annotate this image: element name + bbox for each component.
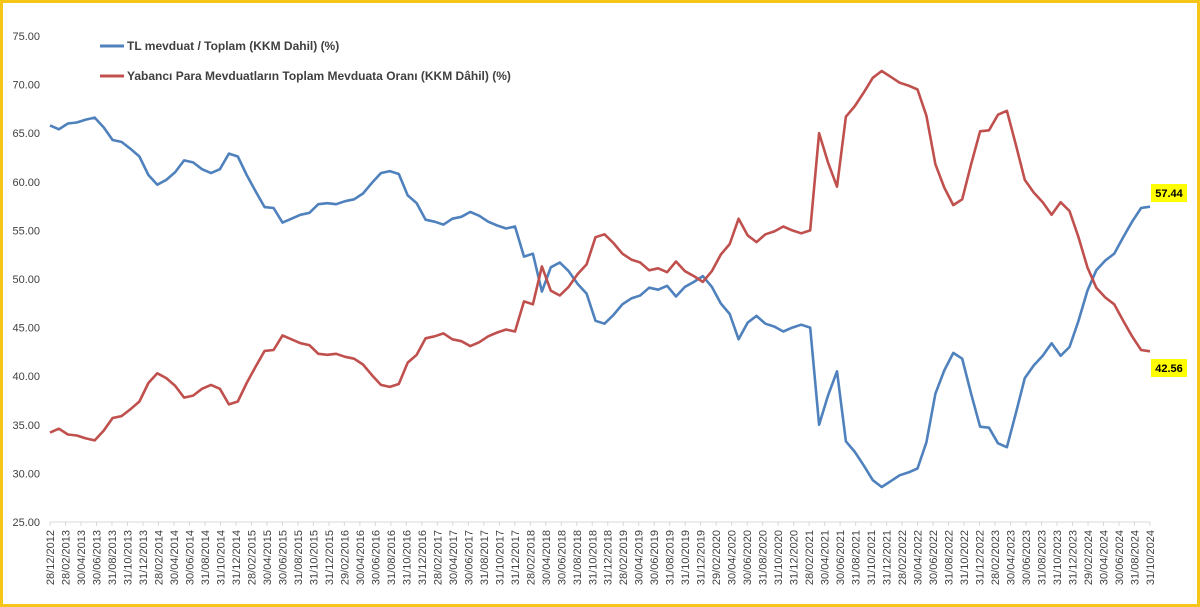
x-tick-label: 31/12/2013	[138, 530, 150, 585]
x-tick-label: 30/06/2022	[928, 530, 940, 585]
x-tick-label: 31/10/2018	[587, 530, 599, 585]
x-tick-label: 30/06/2015	[277, 530, 289, 585]
y-tick-label: 55.00	[12, 225, 40, 237]
x-tick-label: 31/12/2023	[1068, 530, 1080, 585]
x-tick-label: 30/06/2024	[1114, 530, 1126, 585]
x-tick-label: 31/12/2019	[696, 530, 708, 585]
x-tick-label: 31/10/2020	[773, 530, 785, 585]
x-tick-label: 30/04/2013	[76, 530, 88, 585]
x-tick-label: 30/04/2017	[448, 530, 460, 585]
x-tick-label: 30/04/2019	[634, 530, 646, 585]
legend: TL mevduat / Toplam (KKM Dahil) (%) Yaba…	[100, 39, 511, 83]
y-tick-label: 70.00	[12, 80, 40, 92]
x-tick-label: 31/10/2016	[401, 530, 413, 585]
x-tick-label: 30/06/2018	[556, 530, 568, 585]
x-tick-label: 31/08/2020	[758, 530, 770, 585]
end-label-tl-bg	[1151, 184, 1187, 202]
x-tick-label: 31/10/2019	[680, 530, 692, 585]
y-tick-label: 35.00	[12, 420, 40, 432]
x-tick-label: 30/04/2020	[727, 530, 739, 585]
x-tick-label: 30/06/2014	[184, 530, 196, 585]
x-tick-label: 29/02/2020	[711, 530, 723, 585]
x-tick-label: 31/10/2023	[1052, 530, 1064, 585]
x-tick-label: 30/04/2018	[541, 530, 553, 585]
x-tick-label: 31/08/2017	[479, 530, 491, 585]
x-tick-label: 30/04/2015	[262, 530, 274, 585]
x-tick-label: 28/12/2012	[45, 530, 57, 585]
x-tick-label: 31/12/2015	[324, 530, 336, 585]
series-line-tl	[49, 116, 1151, 489]
legend-label-tl: TL mevduat / Toplam (KKM Dahil) (%)	[127, 39, 339, 53]
x-tick-label: 28/02/2023	[990, 530, 1002, 585]
x-tick-label: 30/06/2021	[835, 530, 847, 585]
series-line-yp	[49, 69, 1151, 442]
y-tick-label: 50.00	[12, 274, 40, 286]
x-tick-label: 31/12/2020	[789, 530, 801, 585]
x-tick-label: 31/08/2016	[386, 530, 398, 585]
x-tick-label: 31/08/2014	[200, 530, 212, 585]
x-tick-label: 30/04/2014	[169, 530, 181, 585]
y-tick-label: 65.00	[12, 128, 40, 140]
x-tick-label: 31/12/2017	[510, 530, 522, 585]
x-tick-label: 31/12/2022	[975, 530, 987, 585]
x-tick-label: 30/06/2016	[370, 530, 382, 585]
x-tick-label: 29/02/2016	[339, 530, 351, 585]
x-tick-label: 31/10/2015	[308, 530, 320, 585]
x-tick-label: 31/10/2021	[866, 530, 878, 585]
y-tick-label: 60.00	[12, 177, 40, 189]
x-tick-label: 31/10/2013	[122, 530, 134, 585]
x-tick-label: 30/04/2016	[355, 530, 367, 585]
x-tick-label: 28/02/2019	[618, 530, 630, 585]
x-tick-label: 28/02/2014	[153, 530, 165, 585]
x-tick-label: 31/08/2021	[851, 530, 863, 585]
x-tick-label: 30/06/2023	[1021, 530, 1033, 585]
x-tick-label: 31/12/2018	[603, 530, 615, 585]
x-tick-label: 28/02/2015	[246, 530, 258, 585]
end-label-yp: 42.56	[1155, 363, 1183, 375]
x-tick-label: 30/04/2023	[1006, 530, 1018, 585]
x-tick-label: 30/04/2022	[913, 530, 925, 585]
x-tick-label: 28/02/2022	[897, 530, 909, 585]
x-tick-label: 31/08/2024	[1130, 530, 1142, 585]
x-tick-label: 31/08/2018	[572, 530, 584, 585]
x-tick-label: 28/02/2017	[432, 530, 444, 585]
x-tick-label: 28/02/2018	[525, 530, 537, 585]
x-tick-label: 31/12/2014	[231, 530, 243, 585]
end-label-tl: 57.44	[1155, 188, 1183, 200]
x-tick-label: 31/12/2021	[882, 530, 894, 585]
y-tick-label: 45.00	[12, 323, 40, 335]
series-layer	[49, 69, 1151, 489]
x-tick-label: 31/10/2014	[215, 530, 227, 585]
x-tick-label: 31/08/2022	[944, 530, 956, 585]
x-tick-label: 31/10/2024	[1145, 530, 1157, 585]
x-tick-label: 28/02/2021	[804, 530, 816, 585]
x-tick-label: 30/04/2021	[820, 530, 832, 585]
x-tick-label: 31/08/2019	[665, 530, 677, 585]
x-tick-label: 30/06/2019	[649, 530, 661, 585]
x-tick-label: 31/08/2023	[1037, 530, 1049, 585]
y-tick-label: 30.00	[12, 468, 40, 480]
y-tick-label: 25.00	[12, 517, 40, 529]
x-tick-label: 31/10/2017	[494, 530, 506, 585]
end-label-yp-bg	[1151, 359, 1187, 377]
x-tick-label: 31/08/2013	[107, 530, 119, 585]
y-axis: 25.00 30.00 35.00 40.00 45.00 50.00 55.00 60.00…	[12, 31, 40, 529]
x-tick-label: 30/06/2020	[742, 530, 754, 585]
x-tick-label: 29/02/2024	[1083, 530, 1095, 585]
x-tick-label: 30/06/2017	[463, 530, 475, 585]
x-tick-label: 30/04/2024	[1099, 530, 1111, 585]
x-tick-label: 31/12/2016	[417, 530, 429, 585]
x-tick-label: 30/06/2013	[91, 530, 103, 585]
x-axis: 28/12/2012 28/02/2013 30/04/2013 30/06/2013…	[45, 521, 1157, 585]
x-tick-label: 31/08/2015	[293, 530, 305, 585]
y-tick-label: 75.00	[12, 31, 40, 43]
x-tick-label: 28/02/2013	[60, 530, 72, 585]
y-tick-label: 40.00	[12, 371, 40, 383]
x-tick-label: 31/10/2022	[959, 530, 971, 585]
legend-label-yp: Yabancı Para Mevduatların Toplam Mevduat…	[127, 69, 511, 83]
end-labels: 57.44 42.56	[1151, 184, 1187, 377]
